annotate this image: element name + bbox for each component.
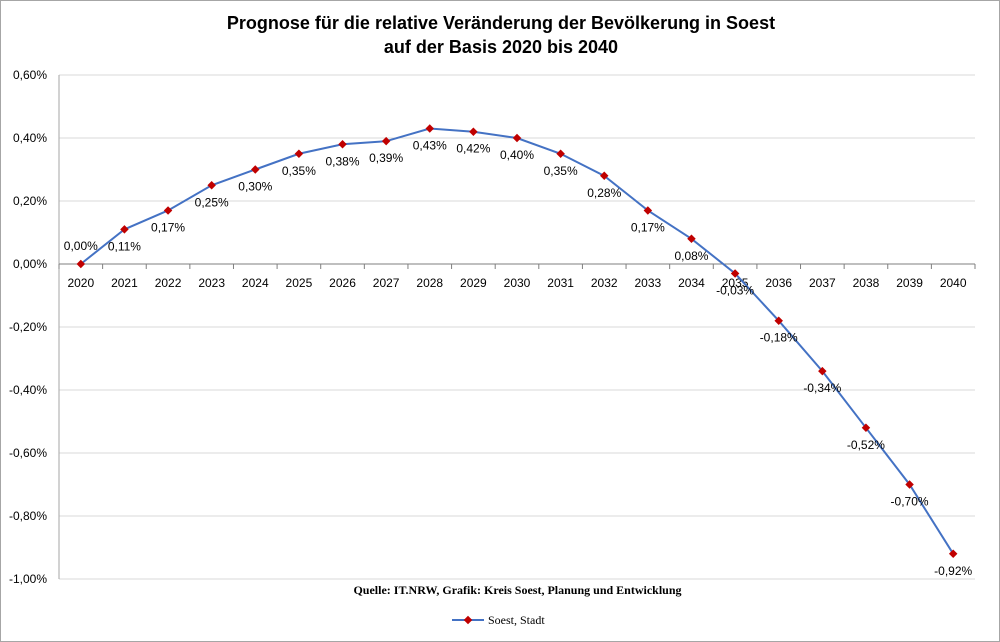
x-tick-label: 2021 xyxy=(111,276,138,290)
data-point xyxy=(120,225,129,234)
x-tick-label: 2039 xyxy=(896,276,923,290)
x-tick-label: 2020 xyxy=(67,276,94,290)
data-label: 0,40% xyxy=(500,148,534,162)
series-line xyxy=(80,127,955,555)
data-point xyxy=(76,259,86,269)
x-tick-label: 2022 xyxy=(155,276,182,290)
y-tick-label: -1,00% xyxy=(9,572,47,586)
y-tick-label: 0,60% xyxy=(13,68,47,82)
data-label: 0,38% xyxy=(326,154,360,168)
data-label: 0,30% xyxy=(238,180,272,194)
data-label: 0,28% xyxy=(587,186,621,200)
x-tick-label: 2037 xyxy=(809,276,836,290)
x-tick-label: 2027 xyxy=(373,276,400,290)
data-point xyxy=(469,127,478,136)
legend-label: Soest, Stadt xyxy=(488,612,545,627)
data-point xyxy=(861,423,871,433)
data-label: -0,03% xyxy=(716,283,754,297)
data-label: 0,43% xyxy=(413,139,447,153)
data-label: -0,18% xyxy=(760,331,798,345)
y-tick-label: 0,20% xyxy=(13,194,47,208)
data-label: 0,08% xyxy=(674,249,708,263)
y-tick-label: -0,60% xyxy=(9,446,47,460)
data-point xyxy=(207,181,216,190)
data-point xyxy=(425,124,435,133)
data-label: 0,17% xyxy=(631,220,665,234)
data-label: 0,25% xyxy=(195,195,229,209)
data-label: 0,11% xyxy=(108,239,141,253)
chart-title-line1: Prognose für die relative Veränderung de… xyxy=(226,13,776,33)
x-tick-label: 2028 xyxy=(416,276,443,290)
data-point xyxy=(948,549,958,559)
x-tick-label: 2026 xyxy=(329,276,356,290)
x-tick-label: 2023 xyxy=(198,276,225,290)
x-tick-label: 2032 xyxy=(591,276,618,290)
data-label: 0,35% xyxy=(544,164,578,178)
data-point xyxy=(556,149,565,158)
data-label: 0,00% xyxy=(64,239,98,253)
x-tick-label: 2040 xyxy=(940,276,967,290)
data-label: 0,39% xyxy=(369,151,403,165)
data-label: -0,70% xyxy=(891,495,929,509)
data-point xyxy=(730,269,740,278)
data-label: -0,34% xyxy=(803,381,841,395)
data-point xyxy=(818,366,827,376)
data-label: -0,52% xyxy=(847,438,885,452)
y-tick-label: 0,00% xyxy=(13,257,47,271)
x-tick-label: 2034 xyxy=(678,276,705,290)
y-tick-label: -0,40% xyxy=(9,383,47,397)
data-point xyxy=(512,133,522,143)
x-tick-label: 2024 xyxy=(242,276,269,290)
y-tick-label: -0,80% xyxy=(9,509,47,523)
x-tick-label: 2033 xyxy=(635,276,662,290)
y-tick-label: 0,40% xyxy=(13,131,47,145)
data-point xyxy=(163,206,173,215)
data-label: 0,42% xyxy=(456,142,490,156)
x-tick-label: 2031 xyxy=(547,276,574,290)
x-tick-label: 2030 xyxy=(504,276,531,290)
x-tick-label: 2025 xyxy=(286,276,313,290)
data-point xyxy=(338,140,347,149)
data-label: -0,92% xyxy=(934,564,972,578)
x-tick-label: 2029 xyxy=(460,276,487,290)
source-note: Quelle: IT.NRW, Grafik: Kreis Soest, Pla… xyxy=(353,583,682,597)
data-label: 0,17% xyxy=(151,220,185,234)
y-tick-label: -0,20% xyxy=(9,320,47,334)
data-point xyxy=(774,316,783,325)
legend-marker-icon xyxy=(452,615,484,625)
legend: Soest, Stadt xyxy=(452,610,545,630)
data-point xyxy=(381,136,391,146)
x-tick-label: 2038 xyxy=(853,276,880,290)
x-tick-label: 2036 xyxy=(765,276,792,290)
data-label: 0,35% xyxy=(282,164,316,178)
data-point xyxy=(294,149,304,158)
data-point xyxy=(905,480,914,489)
data-point xyxy=(251,165,260,174)
chart-title: Prognose für die relative Veränderung de… xyxy=(1,11,1000,59)
chart-title-line2: auf der Basis 2020 bis 2040 xyxy=(383,37,619,57)
